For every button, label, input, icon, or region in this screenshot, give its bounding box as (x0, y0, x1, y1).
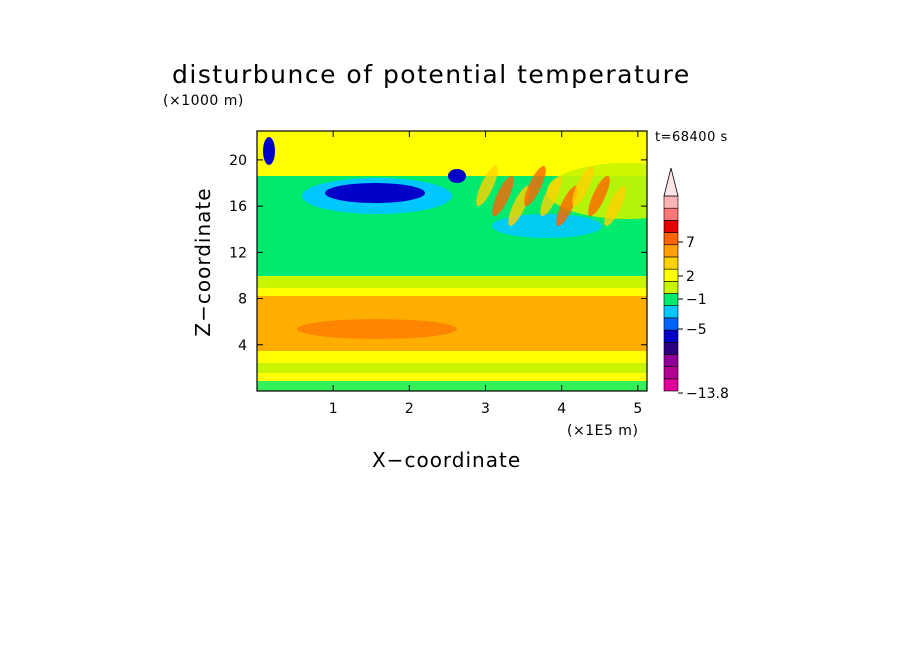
y-tick-label: 16 (229, 199, 247, 215)
field-cold-core (325, 183, 425, 203)
y-tick-label: 12 (229, 245, 247, 261)
field-wave-crest (492, 175, 514, 217)
colorbar-segment (663, 378, 679, 392)
colorbar-segment (663, 256, 679, 270)
field-cool-trough (492, 214, 602, 238)
colorbar-extend-arrow (663, 167, 679, 197)
contour-field (257, 131, 647, 391)
y-axis: 4 8 12 16 20 (229, 153, 647, 354)
colorbar-segment (663, 207, 679, 221)
field-wave-crest (572, 165, 594, 207)
y-tick-label: 8 (238, 292, 247, 308)
field-wave-crest (524, 165, 546, 207)
colorbar-label: −1 (686, 292, 707, 308)
colorbar-segment (663, 354, 679, 367)
colorbar-segment (663, 293, 679, 306)
x-tick-label: 4 (557, 401, 566, 417)
field-transition (257, 276, 647, 288)
colorbar-segment (663, 220, 679, 233)
y-tick-label: 20 (229, 153, 247, 169)
colorbar-segment (663, 195, 679, 209)
colorbar-segment (663, 281, 679, 294)
field-wave-crest (508, 185, 530, 227)
y-axis-unit: (×1000 m) (163, 93, 244, 109)
field-wave-crest (556, 185, 578, 227)
x-axis: 1 2 3 4 5 (329, 131, 642, 417)
field-small-core (448, 169, 466, 183)
colorbar-segment (663, 232, 679, 246)
colorbar-label: −13.8 (686, 386, 729, 402)
colorbar-segment (663, 268, 679, 282)
time-label: t=68400 s (655, 130, 728, 145)
field-surface-band (257, 381, 647, 391)
colorbar-segment (663, 366, 679, 380)
field-wave-crest (476, 165, 498, 207)
colorbar-label: 2 (686, 269, 695, 285)
x-tick-label: 5 (633, 401, 642, 417)
x-tick-label: 1 (329, 401, 338, 417)
x-tick-label: 3 (481, 401, 490, 417)
field-surface-streak (257, 363, 647, 373)
x-tick-label: 2 (405, 401, 414, 417)
chart-title: disturbunce of potential temperature (172, 60, 691, 89)
field-left-core (263, 137, 275, 165)
colorbar-segment (663, 244, 679, 258)
field-wave-crest (540, 175, 562, 217)
field-wave-crest (588, 175, 610, 217)
colorbar-segment (663, 317, 679, 331)
plot-frame (256, 130, 648, 392)
field-warm-core (297, 319, 457, 339)
colorbar-segment (663, 341, 679, 355)
y-tick-label: 4 (238, 338, 247, 354)
x-axis-unit: (×1E5 m) (567, 423, 639, 439)
colorbar-label: 7 (686, 235, 695, 251)
field-wave-crest (604, 185, 626, 227)
colorbar-label: −5 (686, 322, 707, 338)
colorbar-segment (663, 305, 679, 319)
x-axis-label: X−coordinate (372, 448, 522, 472)
colorbar-segment (663, 329, 679, 343)
colorbar: 7 2 −1 −5 −13.8 (663, 167, 729, 402)
